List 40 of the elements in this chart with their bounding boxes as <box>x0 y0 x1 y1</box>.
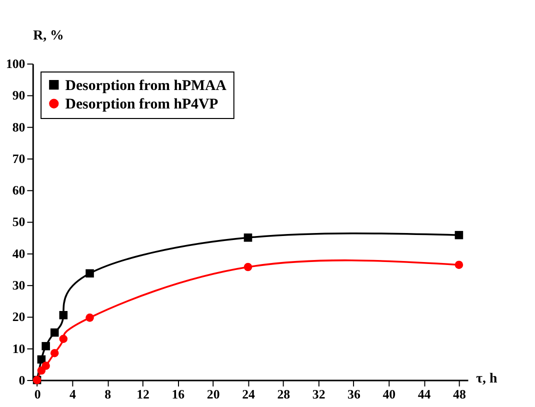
x-tick-label: 16 <box>172 387 186 402</box>
x-tick-label: 44 <box>418 387 432 402</box>
x-tick-label: 28 <box>277 387 290 402</box>
y-tick-label: 10 <box>12 342 26 356</box>
y-tick-label: 30 <box>12 278 26 293</box>
y-axis-title: R, % <box>33 27 64 42</box>
y-tick-label: 50 <box>12 215 26 230</box>
x-axis-title: τ, h <box>476 370 498 386</box>
x-tick-label: 24 <box>242 387 256 402</box>
y-tick-label: 80 <box>12 120 26 134</box>
legend-label: Desorption from hP4VP <box>65 96 218 113</box>
point <box>50 328 59 337</box>
y-tick-label: 90 <box>12 88 26 103</box>
x-tick-label: 4 <box>69 387 76 402</box>
x-tick-label: 0 <box>34 387 41 402</box>
legend-label: Desorption from hPMAA <box>65 78 227 94</box>
x-tick-label: 8 <box>104 387 112 402</box>
point <box>59 334 68 344</box>
y-tick-label: 20 <box>12 310 26 324</box>
x-tick-label: 12 <box>136 387 150 402</box>
x-tick-label: 40 <box>382 387 396 402</box>
point <box>42 342 50 350</box>
point <box>454 260 464 269</box>
point <box>244 233 252 242</box>
x-tick-label: 20 <box>206 387 220 402</box>
point <box>244 262 252 272</box>
y-tick-label: 0 <box>18 373 26 388</box>
y-tick-label: 40 <box>12 246 26 261</box>
x-tick-label: 48 <box>453 387 466 402</box>
y-tick-label: 70 <box>12 152 26 166</box>
point <box>50 348 59 358</box>
point <box>454 230 464 240</box>
point <box>42 362 50 370</box>
point <box>59 311 68 320</box>
y-tick-label: 100 <box>6 57 26 72</box>
x-tick-label: 36 <box>348 387 361 402</box>
x-tick-label: 32 <box>312 387 326 402</box>
y-tick-label: 60 <box>12 184 26 198</box>
point <box>86 314 94 322</box>
point <box>86 269 94 278</box>
